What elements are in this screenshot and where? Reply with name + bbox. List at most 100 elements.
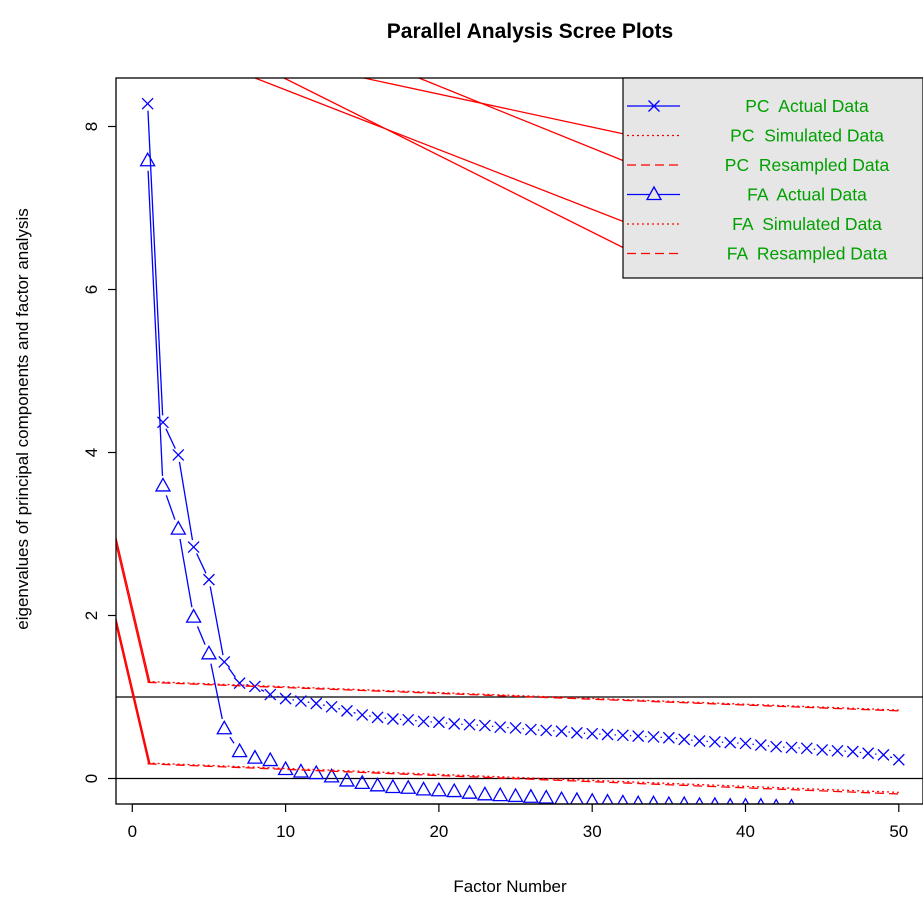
data-point-45 — [816, 744, 829, 756]
series-4 — [147, 762, 899, 794]
data-point-33 — [633, 794, 644, 804]
data-point-2 — [154, 477, 172, 492]
data-point-14 — [338, 772, 356, 787]
series-segment — [889, 756, 893, 759]
data-point-44 — [800, 742, 813, 755]
data-point-9 — [264, 688, 277, 701]
data-point-50 — [892, 753, 905, 766]
series-segment — [179, 538, 193, 608]
data-point-19 — [415, 781, 432, 796]
data-point-35 — [662, 731, 675, 744]
data-point-47 — [846, 745, 859, 758]
data-point-41 — [754, 739, 767, 752]
series-segment — [196, 626, 206, 645]
data-point-13 — [325, 700, 338, 713]
data-point-32 — [616, 729, 629, 742]
data-point-41 — [757, 797, 765, 804]
x-tick-label-40: 40 — [736, 822, 755, 841]
data-point-49 — [877, 748, 890, 761]
data-point-22 — [461, 784, 478, 799]
data-point-17 — [386, 713, 399, 725]
series-segment — [165, 428, 176, 449]
data-point-4 — [185, 608, 202, 623]
axes: 0 10 20 30 40 50 0 2 4 6 8 — [82, 77, 923, 841]
series-segment — [147, 170, 164, 476]
data-point-5 — [200, 644, 218, 660]
data-point-16 — [371, 711, 384, 724]
data-point-3 — [170, 520, 187, 535]
data-point-9 — [262, 751, 279, 767]
data-point-8 — [246, 749, 264, 764]
data-point-24 — [494, 721, 507, 734]
data-point-34 — [648, 794, 659, 804]
data-point-2 — [157, 416, 169, 429]
legend-entry-2: PC Resampled Data — [725, 155, 890, 175]
leader-line-start-0 — [115, 543, 150, 683]
series-segment — [210, 663, 223, 720]
data-point-7 — [233, 677, 246, 690]
data-point-38 — [708, 735, 721, 748]
data-point-26 — [522, 788, 539, 803]
data-point-13 — [323, 768, 340, 783]
y-tick-label-4: 4 — [82, 448, 101, 457]
data-point-31 — [601, 728, 614, 741]
data-point-37 — [693, 735, 706, 747]
leader-line-start-3 — [115, 618, 151, 765]
legend-entry-3: FA Actual Data — [747, 185, 867, 205]
data-point-29 — [570, 726, 583, 739]
legend-entry-0: PC Actual Data — [745, 96, 869, 116]
data-point-25 — [509, 722, 522, 734]
data-point-12 — [310, 697, 323, 710]
legend-entry-1: PC Simulated Data — [730, 126, 884, 146]
data-point-23 — [476, 785, 493, 801]
data-point-16 — [369, 777, 386, 792]
x-tick-label-30: 30 — [583, 822, 602, 841]
x-tick-label-50: 50 — [889, 822, 908, 841]
data-point-14 — [340, 704, 353, 717]
data-point-28 — [554, 790, 569, 804]
x-axis-label: Factor Number — [453, 877, 567, 896]
data-point-34 — [647, 730, 660, 743]
data-point-42 — [772, 798, 780, 804]
data-point-21 — [448, 717, 461, 730]
chart-title: Parallel Analysis Scree Plots — [387, 20, 673, 43]
leader-line-end-2 — [254, 77, 632, 226]
series-line — [147, 680, 899, 711]
data-point-30 — [586, 727, 599, 740]
data-point-28 — [555, 725, 568, 738]
data-point-5 — [202, 573, 215, 586]
data-point-11 — [294, 695, 307, 708]
y-tick-label-2: 2 — [82, 611, 101, 620]
series-segment — [165, 495, 176, 520]
leader-line-start-2 — [115, 623, 150, 763]
legend-entry-5: FA Resampled Data — [727, 244, 888, 264]
data-point-27 — [538, 789, 555, 804]
data-point-17 — [384, 778, 402, 794]
data-point-12 — [308, 764, 325, 780]
y-axis-label: eigenvalues of principal components and … — [13, 208, 32, 629]
data-point-27 — [540, 724, 553, 737]
data-point-10 — [279, 692, 292, 705]
data-point-20 — [432, 716, 445, 729]
data-point-21 — [446, 782, 463, 798]
data-point-18 — [402, 713, 415, 726]
data-point-31 — [601, 793, 614, 804]
data-point-1 — [139, 151, 156, 167]
data-point-43 — [785, 741, 798, 754]
legend-marker-0 — [648, 100, 660, 112]
series-segment — [178, 461, 194, 541]
data-point-10 — [277, 760, 294, 776]
reference-lines — [116, 696, 923, 780]
data-point-6 — [218, 655, 231, 668]
leader-line-end-1 — [418, 77, 635, 166]
data-point-40 — [739, 737, 752, 750]
data-point-22 — [463, 718, 476, 731]
data-point-36 — [679, 795, 689, 804]
series-3 — [139, 151, 795, 804]
data-point-48 — [862, 747, 875, 760]
y-tick-label-8: 8 — [82, 122, 101, 131]
data-point-3 — [172, 448, 185, 461]
data-point-26 — [524, 723, 537, 736]
data-point-39 — [726, 797, 734, 804]
